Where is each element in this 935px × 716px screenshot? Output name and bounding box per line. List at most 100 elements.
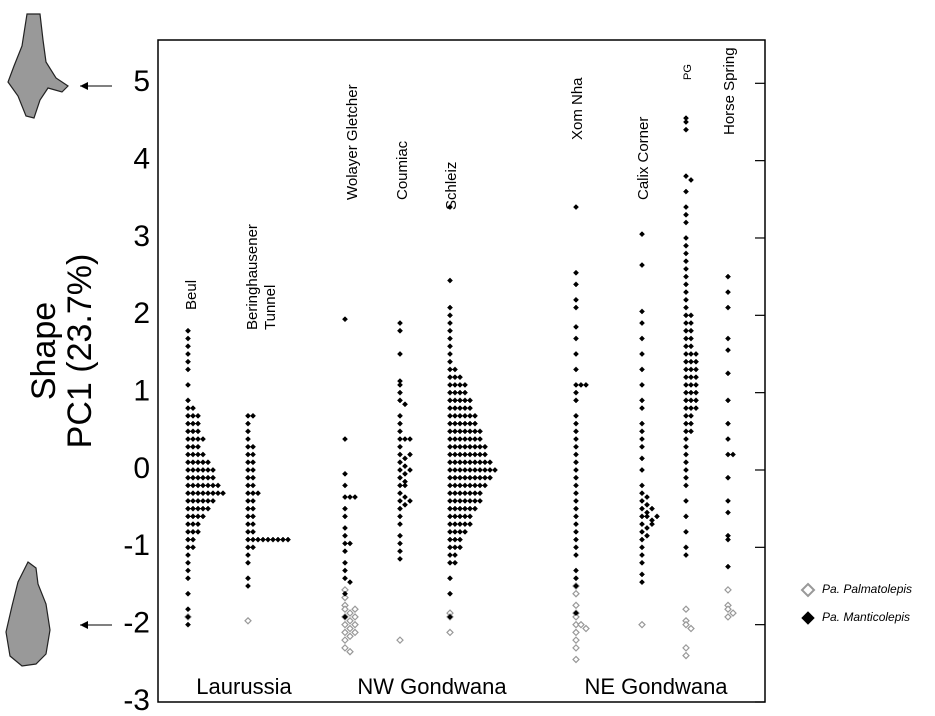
data-point bbox=[447, 513, 453, 520]
data-point bbox=[342, 513, 348, 520]
data-point bbox=[185, 397, 191, 404]
y-tick-label: 2 bbox=[133, 297, 150, 330]
data-point bbox=[185, 420, 191, 427]
data-point bbox=[397, 459, 403, 466]
data-point bbox=[200, 467, 206, 473]
data-point bbox=[200, 474, 206, 481]
data-point bbox=[688, 343, 694, 350]
data-point bbox=[472, 420, 478, 427]
data-point bbox=[347, 494, 353, 501]
data-point bbox=[462, 381, 468, 388]
data-point bbox=[573, 497, 579, 504]
data-point bbox=[397, 436, 403, 443]
data-point bbox=[245, 521, 251, 528]
data-point bbox=[280, 536, 286, 543]
data-point bbox=[195, 528, 201, 535]
data-point bbox=[185, 567, 191, 574]
data-point bbox=[573, 381, 579, 388]
data-point bbox=[573, 567, 579, 574]
data-point bbox=[649, 505, 655, 512]
data-point bbox=[250, 467, 256, 473]
data-point bbox=[462, 443, 468, 450]
data-point bbox=[462, 505, 468, 512]
data-point bbox=[397, 540, 403, 547]
data-point bbox=[573, 490, 579, 497]
data-point bbox=[573, 351, 579, 357]
data-point bbox=[452, 513, 458, 520]
data-point bbox=[245, 575, 251, 582]
data-point bbox=[688, 351, 694, 357]
data-point bbox=[285, 536, 291, 543]
data-point bbox=[342, 548, 348, 555]
data-point bbox=[472, 505, 478, 512]
data-point bbox=[347, 579, 353, 586]
data-point bbox=[683, 513, 689, 520]
data-point bbox=[185, 366, 191, 373]
data-point bbox=[402, 436, 408, 443]
data-point bbox=[725, 273, 731, 280]
data-point bbox=[572, 601, 580, 610]
data-point bbox=[644, 532, 650, 539]
data-point bbox=[245, 559, 251, 566]
plot-frame bbox=[157, 39, 766, 703]
data-point bbox=[457, 513, 463, 520]
data-point bbox=[573, 459, 579, 466]
data-point bbox=[210, 497, 216, 504]
data-point bbox=[683, 119, 689, 125]
data-point bbox=[688, 320, 694, 327]
data-point bbox=[447, 505, 453, 512]
data-point bbox=[195, 420, 201, 427]
data-point bbox=[397, 467, 403, 473]
data-point bbox=[462, 389, 468, 396]
data-point bbox=[572, 655, 580, 664]
data-point bbox=[683, 397, 689, 404]
data-point bbox=[397, 482, 403, 489]
data-point bbox=[200, 505, 206, 512]
data-point bbox=[462, 467, 468, 473]
data-point bbox=[572, 628, 580, 637]
data-point bbox=[346, 647, 354, 656]
data-point bbox=[397, 389, 403, 396]
data-point bbox=[210, 482, 216, 489]
data-point bbox=[244, 616, 252, 625]
data-point bbox=[573, 412, 579, 419]
data-point bbox=[447, 459, 453, 466]
data-point bbox=[688, 412, 694, 419]
data-point bbox=[683, 126, 689, 133]
data-point bbox=[447, 575, 453, 582]
data-point bbox=[447, 374, 453, 381]
data-point bbox=[467, 513, 473, 520]
data-point bbox=[185, 467, 191, 473]
data-point bbox=[472, 459, 478, 466]
data-point bbox=[190, 513, 196, 520]
data-point bbox=[725, 436, 731, 443]
data-point bbox=[190, 544, 196, 551]
data-point bbox=[245, 474, 251, 481]
data-point bbox=[341, 620, 349, 629]
data-point bbox=[639, 366, 645, 373]
data-point bbox=[683, 273, 689, 280]
data-point bbox=[397, 497, 403, 504]
data-point bbox=[190, 474, 196, 481]
data-point bbox=[654, 513, 660, 520]
data-point bbox=[452, 381, 458, 388]
data-point bbox=[447, 590, 453, 597]
data-point bbox=[688, 358, 694, 365]
data-point bbox=[683, 242, 689, 249]
data-point bbox=[577, 620, 585, 629]
y-tick-label: 3 bbox=[133, 220, 150, 253]
data-point bbox=[215, 490, 221, 497]
data-point bbox=[185, 459, 191, 466]
data-point bbox=[452, 521, 458, 528]
data-point bbox=[467, 490, 473, 497]
data-point bbox=[573, 521, 579, 528]
data-point bbox=[472, 436, 478, 443]
data-point bbox=[688, 405, 694, 412]
y-tick-label: -2 bbox=[123, 607, 150, 640]
data-point bbox=[639, 420, 645, 427]
data-point bbox=[185, 590, 191, 597]
data-point bbox=[447, 559, 453, 566]
data-point bbox=[452, 389, 458, 396]
y-axis-label: Shape bbox=[25, 302, 63, 400]
